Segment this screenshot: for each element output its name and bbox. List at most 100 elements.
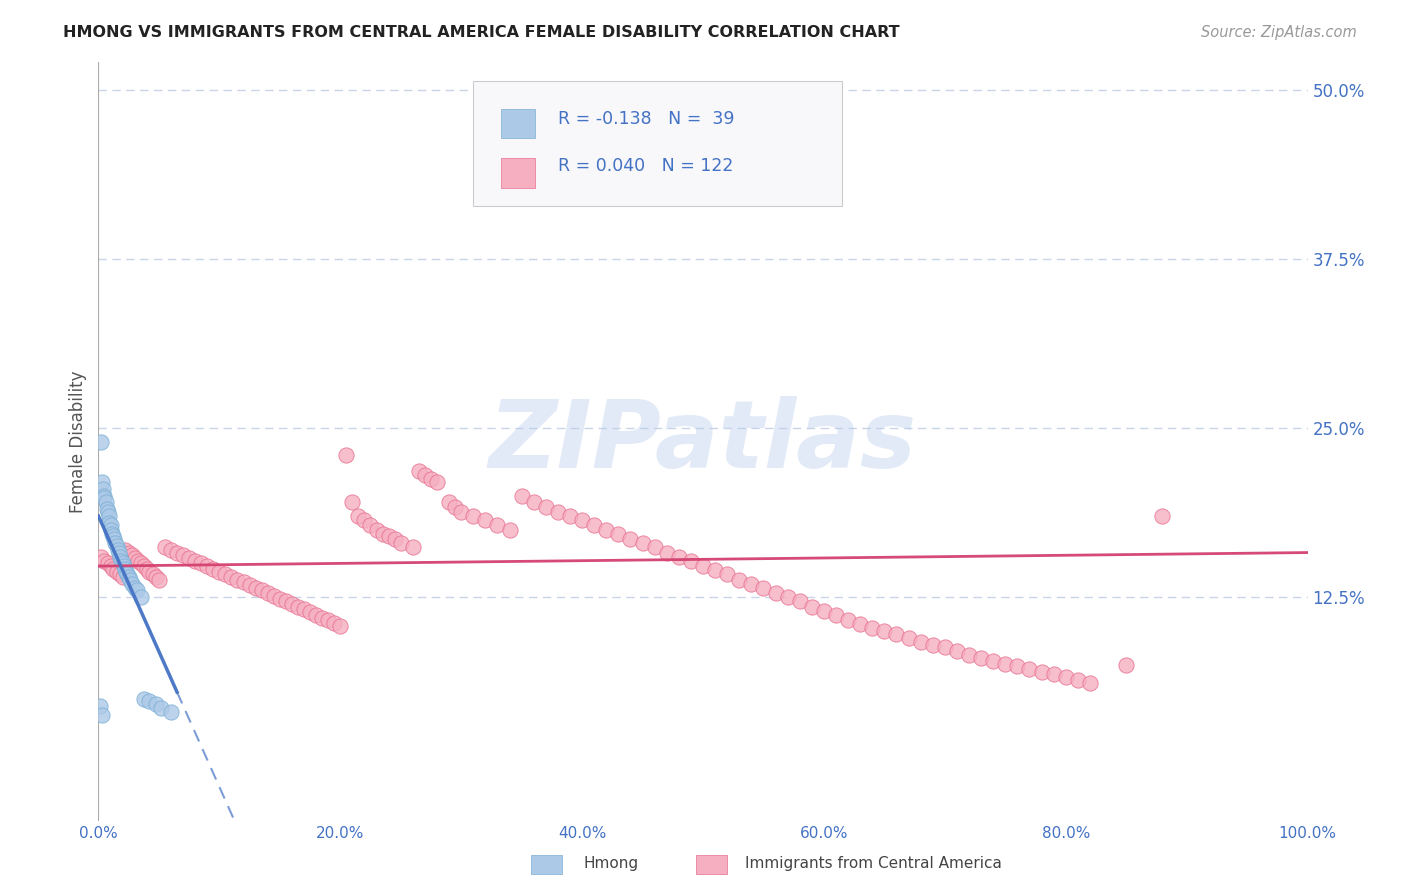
Point [91, 708, 114, 723]
Point [994, 657, 1017, 671]
Point [100, 523, 122, 537]
Point [957, 648, 980, 663]
Point [100, 518, 122, 533]
Point [413, 468, 436, 483]
Point [776, 591, 799, 605]
Point [534, 500, 557, 514]
Point [160, 542, 183, 557]
Point [292, 602, 315, 616]
Point [860, 621, 883, 635]
Point [93, 554, 115, 568]
Point [679, 554, 702, 568]
Point [1054, 670, 1077, 684]
Point [134, 691, 156, 706]
Point [90, 434, 112, 449]
Point [408, 464, 430, 478]
Point [311, 610, 333, 624]
Point [389, 536, 412, 550]
Point [305, 607, 328, 622]
Point [498, 523, 520, 537]
Point [921, 638, 943, 652]
Point [402, 540, 425, 554]
Text: Hmong: Hmong [583, 856, 638, 871]
Text: R = -0.138   N =  39: R = -0.138 N = 39 [558, 111, 734, 128]
Point [607, 526, 630, 541]
Point [111, 557, 134, 571]
Point [269, 591, 291, 606]
Point [100, 526, 122, 541]
Point [813, 604, 835, 618]
Text: Source: ZipAtlas.com: Source: ZipAtlas.com [1201, 25, 1357, 40]
Point [117, 567, 139, 582]
Point [426, 475, 449, 490]
Point [121, 548, 143, 563]
Point [129, 591, 152, 605]
Point [110, 554, 132, 568]
Point [245, 581, 267, 595]
Point [118, 545, 141, 559]
Point [692, 559, 714, 574]
Point [873, 624, 896, 639]
Point [190, 557, 212, 571]
Point [287, 599, 309, 614]
Point [97, 505, 120, 519]
Point [547, 505, 569, 519]
Point [105, 565, 128, 579]
Point [558, 508, 581, 523]
Point [93, 491, 115, 506]
Point [108, 545, 131, 559]
Point [752, 581, 775, 595]
Point [1115, 657, 1137, 672]
Point [299, 605, 322, 619]
Point [112, 559, 135, 574]
Point [274, 594, 297, 608]
Point [101, 562, 124, 576]
Point [655, 545, 678, 559]
Point [849, 617, 872, 632]
Point [108, 567, 131, 582]
Point [145, 570, 167, 584]
Point [281, 597, 304, 611]
Point [195, 559, 218, 574]
Point [704, 563, 727, 577]
Point [619, 532, 641, 546]
Point [103, 532, 125, 546]
Point [837, 613, 859, 627]
Point [138, 565, 160, 579]
Text: R = 0.040   N = 122: R = 0.040 N = 122 [558, 157, 734, 176]
Bar [501, 158, 534, 187]
Point [90, 549, 112, 564]
Point [377, 529, 399, 543]
Point [342, 495, 364, 509]
Point [202, 562, 225, 576]
Point [94, 495, 117, 509]
Point [360, 518, 382, 533]
Point [1018, 662, 1040, 676]
Point [644, 540, 666, 554]
Point [510, 489, 533, 503]
Point [1007, 659, 1029, 673]
Point [135, 562, 157, 576]
Point [214, 567, 236, 582]
Point [184, 554, 207, 568]
Point [765, 586, 787, 600]
Point [970, 651, 993, 665]
Point [118, 573, 141, 587]
Point [138, 694, 160, 708]
Point [127, 554, 149, 568]
Point [153, 540, 176, 554]
Point [114, 542, 136, 557]
Point [148, 573, 170, 587]
Point [226, 573, 249, 587]
Point [98, 508, 121, 523]
Point [100, 559, 122, 574]
Point [101, 529, 124, 543]
Point [142, 567, 165, 582]
Point [474, 513, 496, 527]
Point [571, 513, 593, 527]
Point [93, 489, 115, 503]
Point [910, 635, 932, 649]
Point [323, 615, 346, 630]
Point [239, 578, 262, 592]
Text: HMONG VS IMMIGRANTS FROM CENTRAL AMERICA FEMALE DISABILITY CORRELATION CHART: HMONG VS IMMIGRANTS FROM CENTRAL AMERICA… [63, 25, 900, 40]
